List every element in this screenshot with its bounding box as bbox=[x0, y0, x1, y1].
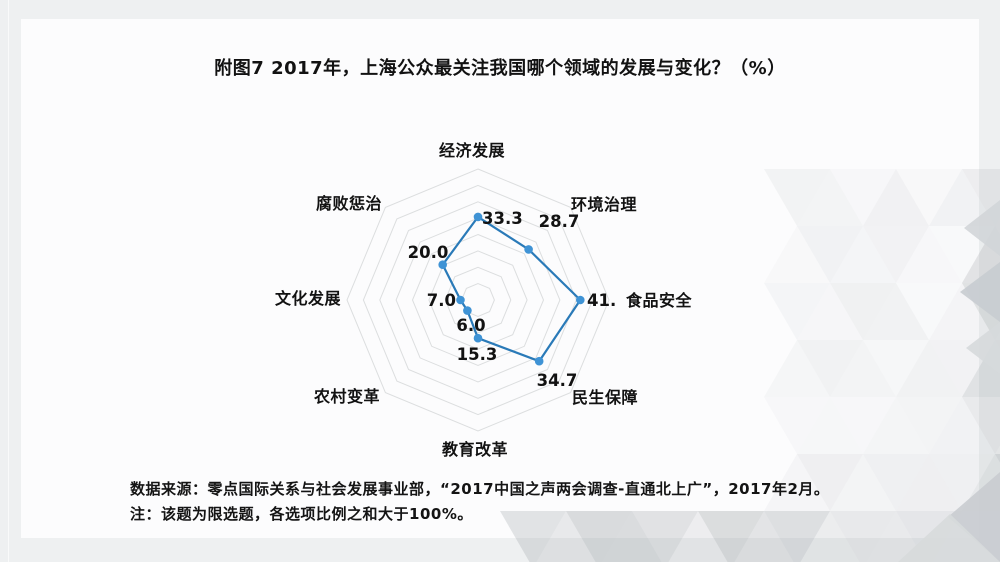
data-source-note: 数据来源：零点国际关系与社会发展事业部，“2017中国之声两会调查-直通北上广”… bbox=[130, 480, 830, 498]
slide-background bbox=[21, 19, 979, 538]
question-type-note: 注：该题为限选题，各选项比例之和大于100%。 bbox=[130, 505, 473, 523]
left-edge-highlight bbox=[8, 0, 9, 562]
triangle-tile bbox=[995, 217, 1000, 226]
triangle-tile bbox=[998, 559, 1000, 562]
triangle-tile bbox=[995, 226, 1000, 235]
footer-notes: 数据来源：零点国际关系与社会发展事业部，“2017中国之声两会调查-直通北上广”… bbox=[130, 477, 910, 527]
triangle-tile bbox=[995, 340, 1000, 349]
chart-title: 附图7 2017年，上海公众最关注我国哪个领域的发展与变化？（%） bbox=[214, 58, 786, 79]
triangle-tile bbox=[995, 445, 1000, 454]
triangle-tile bbox=[995, 331, 1000, 340]
triangle-tile bbox=[995, 454, 1000, 463]
